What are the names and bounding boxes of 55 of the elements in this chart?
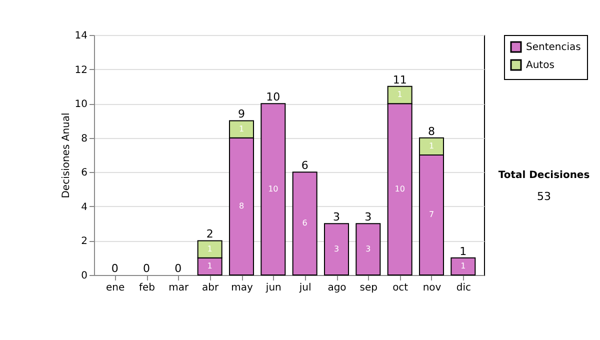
data-label: 1 bbox=[397, 90, 402, 99]
total-label: 1 bbox=[460, 244, 467, 258]
total-label: 3 bbox=[333, 210, 340, 224]
total-label: 0 bbox=[111, 262, 118, 275]
x-tick-label: ene bbox=[106, 282, 125, 294]
data-label: 10 bbox=[268, 184, 278, 194]
x-tick-label: mar bbox=[168, 282, 190, 294]
x-tick-label: oct bbox=[392, 282, 408, 294]
total-label: 2 bbox=[206, 228, 214, 241]
x-tick-label: dic bbox=[456, 282, 471, 294]
total-label: 0 bbox=[143, 262, 150, 275]
x-tick-label: abr bbox=[202, 282, 220, 294]
data-label: 3 bbox=[366, 244, 371, 254]
text: 53 bbox=[537, 190, 551, 203]
total-label: 3 bbox=[364, 210, 372, 224]
total-label: 6 bbox=[301, 159, 308, 172]
data-label: 10 bbox=[394, 184, 405, 194]
text: Total Decisiones bbox=[498, 170, 590, 181]
total-label: 11 bbox=[392, 73, 407, 86]
bar bbox=[260, 103, 286, 276]
y-tick-label: 0 bbox=[81, 270, 88, 282]
bar bbox=[356, 223, 381, 276]
y-tick-label: 14 bbox=[74, 30, 88, 42]
bar bbox=[450, 257, 476, 276]
bar bbox=[324, 223, 349, 276]
data-label: 7 bbox=[428, 210, 434, 219]
y-axis-title: Decisiones Anual bbox=[60, 112, 72, 198]
data-label: 1 bbox=[207, 261, 212, 270]
y-tick-label: 2 bbox=[81, 236, 88, 248]
legend-label: Autos bbox=[526, 60, 554, 71]
x-tick-label: may bbox=[231, 282, 253, 294]
data-label: 8 bbox=[238, 201, 244, 210]
y-tick-label: 4 bbox=[81, 202, 88, 213]
bar bbox=[292, 172, 318, 276]
x-tick-label: feb bbox=[138, 282, 156, 294]
data-label: 6 bbox=[302, 218, 308, 228]
total-label: 8 bbox=[428, 124, 435, 138]
y-tick-label: 8 bbox=[81, 133, 88, 144]
data-label: 1 bbox=[428, 141, 434, 150]
total-label: 10 bbox=[266, 90, 280, 104]
x-tick-label: nov bbox=[422, 282, 442, 294]
y-tick-label: 12 bbox=[74, 64, 88, 76]
total-label: 0 bbox=[174, 262, 182, 275]
y-tick-label: 10 bbox=[74, 99, 88, 110]
data-label: 1 bbox=[238, 124, 244, 134]
x-tick-label: sep bbox=[360, 282, 378, 294]
y-tick-label: 6 bbox=[81, 168, 88, 179]
x-tick-label: ago bbox=[328, 282, 346, 294]
data-label: 1 bbox=[460, 261, 466, 270]
x-tick-label: jul bbox=[298, 282, 312, 294]
data-label: 3 bbox=[334, 244, 340, 254]
data-label: 1 bbox=[207, 244, 212, 254]
total-label: 9 bbox=[238, 108, 245, 121]
legend-label: Sentencias bbox=[526, 42, 581, 53]
x-tick-label: jun bbox=[264, 282, 282, 294]
